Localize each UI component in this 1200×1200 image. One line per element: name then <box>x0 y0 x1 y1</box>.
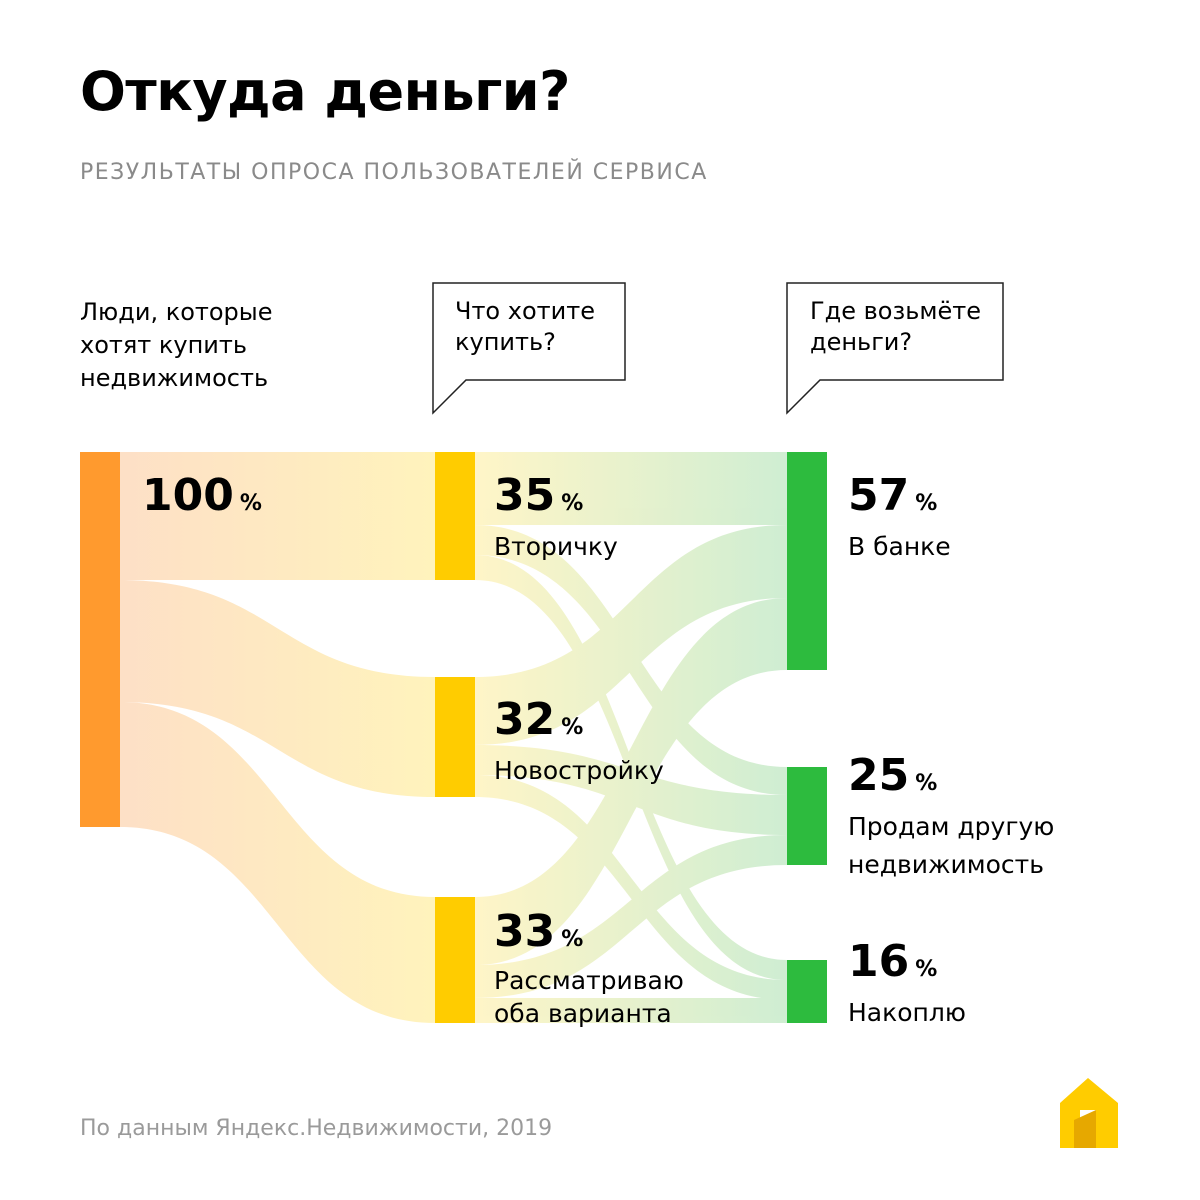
node-secondary: 35% Вторичку <box>494 474 618 566</box>
node-save-label: Накоплю <box>848 998 966 1027</box>
percent-sign: % <box>915 771 938 796</box>
question-2-line: Где возьмёте <box>810 297 981 325</box>
flow-secondary-to-bank <box>475 452 787 525</box>
page-subtitle: РЕЗУЛЬТАТЫ ОПРОСА ПОЛЬЗОВАТЕЛЕЙ СЕРВИСА <box>80 160 708 185</box>
percent-sign: % <box>915 491 938 516</box>
flow-new-to-bank <box>475 525 787 745</box>
flow-both-to-bank <box>475 598 787 965</box>
question-2-line: деньги? <box>810 328 913 356</box>
source-heading-line: Люди, которые <box>80 298 273 326</box>
node-secondary-label: Вторичку <box>494 532 618 561</box>
node-bank: 57% В банке <box>848 474 951 566</box>
node-sell: 25% Продам другую недвижимость <box>848 754 1054 884</box>
node-both: 33% Рассматриваю оба варианта <box>494 910 684 1030</box>
node-new: 32% Новостройку <box>494 698 664 790</box>
node-bar-bank <box>787 452 827 670</box>
page-title: Откуда деньги? <box>80 60 570 123</box>
node-bar-both <box>435 897 475 1023</box>
percent-sign: % <box>239 491 262 516</box>
node-sell-label-line: недвижимость <box>848 850 1044 879</box>
flow-new-to-save <box>475 775 787 1000</box>
flow-both-to-save <box>475 998 787 1023</box>
node-bar-save <box>787 960 827 1023</box>
percent-sign: % <box>561 491 584 516</box>
node-bar-sell <box>787 767 827 865</box>
node-sell-label-line: Продам другую <box>848 812 1055 841</box>
percent-sign: % <box>561 715 584 740</box>
question-1-text: Что хотите купить? <box>455 296 595 358</box>
node-bank-value: 57 <box>848 470 910 521</box>
question-1-line: купить? <box>455 328 556 356</box>
flow-total-to-both <box>120 702 435 1023</box>
node-save: 16% Накоплю <box>848 940 966 1032</box>
question-2-text: Где возьмёте деньги? <box>810 296 981 358</box>
node-both-value: 33 <box>494 906 556 957</box>
source-heading-line: хотят купить <box>80 331 248 359</box>
node-bar-new <box>435 677 475 797</box>
total-percent: 100% <box>142 474 262 526</box>
node-sell-value: 25 <box>848 750 910 801</box>
node-bank-label: В банке <box>848 532 951 561</box>
flow-both-to-sell <box>475 835 787 998</box>
question-1-line: Что хотите <box>455 297 595 325</box>
question-bubble-2 <box>786 282 1004 415</box>
node-save-value: 16 <box>848 936 910 987</box>
node-secondary-value: 35 <box>494 470 556 521</box>
flow-total-to-secondary <box>120 452 435 580</box>
node-both-label-line: оба варианта <box>494 999 672 1028</box>
question-bubble-1 <box>432 282 626 415</box>
footer-source: По данным Яндекс.Недвижимости, 2019 <box>80 1116 553 1141</box>
source-heading-line: недвижимость <box>80 364 269 392</box>
source-heading: Люди, которые хотят купить недвижимость <box>80 296 273 395</box>
node-bar-total <box>80 452 120 827</box>
flow-total-to-new <box>120 580 435 797</box>
node-bar-secondary <box>435 452 475 580</box>
node-new-label: Новостройку <box>494 756 664 785</box>
yandex-realty-logo <box>1060 1078 1118 1148</box>
percent-sign: % <box>561 927 584 952</box>
node-new-value: 32 <box>494 694 556 745</box>
percent-sign: % <box>915 957 938 982</box>
total-value: 100 <box>142 470 234 521</box>
node-both-label-line: Рассматриваю <box>494 966 684 995</box>
